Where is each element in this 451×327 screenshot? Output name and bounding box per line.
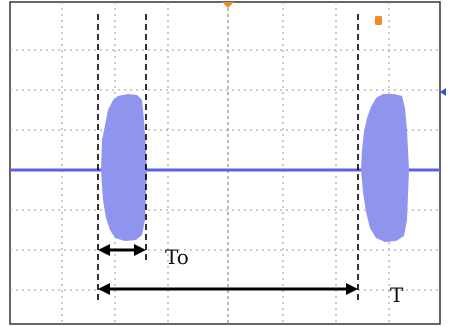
cursor-marker-icon [440,88,446,96]
pulse-width-arrowhead-right [134,244,146,256]
period-label: T [390,283,404,307]
period-arrowhead-right [346,283,358,295]
period-arrowhead-left [98,283,110,295]
pulse-width-label: To [165,245,189,269]
measurement-guides [97,14,359,300]
trigger-marker-icon [222,2,234,8]
level-marker-icon [375,16,382,25]
burst-pulse-2 [361,94,409,242]
burst-pulse-1 [101,94,147,241]
pulse-width-arrowhead-left [98,244,110,256]
